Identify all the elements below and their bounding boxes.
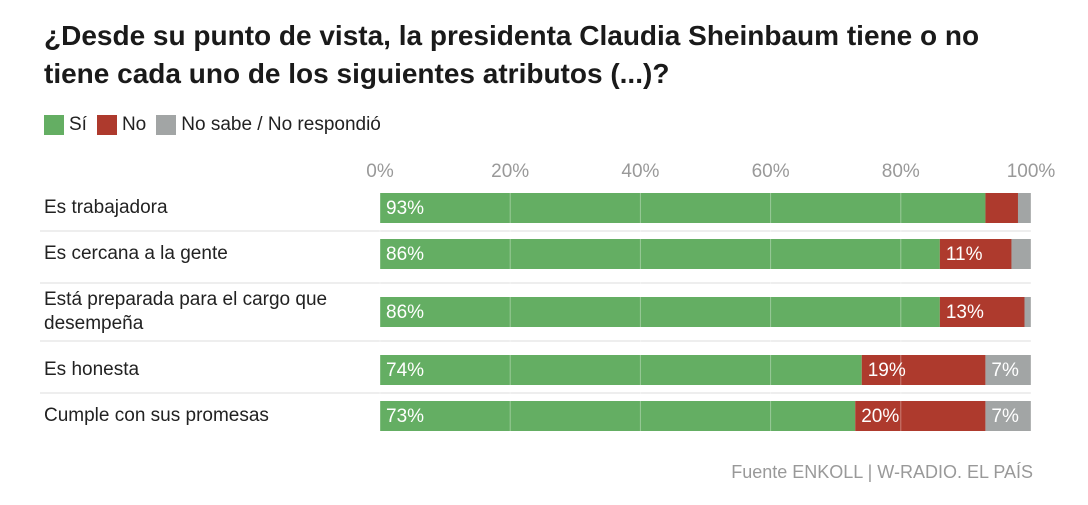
bar-segment <box>939 239 1012 269</box>
legend: Sí No No sabe / No respondió <box>44 114 381 136</box>
value-label: 13% <box>946 302 984 323</box>
bar-segment <box>380 193 986 223</box>
category-label: Cumple con sus promesas <box>44 405 269 426</box>
bar-segment <box>861 355 986 385</box>
bar-segment <box>985 401 1031 431</box>
value-label: 74% <box>386 360 424 381</box>
bar-segment <box>1017 193 1031 223</box>
bar-segment <box>380 355 862 385</box>
value-label: 86% <box>386 244 424 265</box>
value-label: 19% <box>868 360 906 381</box>
bar-segment <box>939 297 1025 327</box>
x-tick-label: 0% <box>366 161 394 182</box>
legend-item: No sabe / No respondió <box>156 114 381 136</box>
source: Fuente ENKOLL | W-RADIO. EL PAÍS <box>731 462 1033 482</box>
x-tick-label: 100% <box>1007 161 1056 182</box>
bar-segment <box>380 239 940 269</box>
value-label: 86% <box>386 302 424 323</box>
bar-segment <box>1024 297 1031 327</box>
bar-segment <box>855 401 986 431</box>
bar-segment <box>985 355 1031 385</box>
value-label: 7% <box>991 360 1019 381</box>
x-tick-label: 60% <box>752 161 790 182</box>
legend-swatch <box>44 115 64 135</box>
value-label: 73% <box>386 406 424 427</box>
x-tick-label: 40% <box>621 161 659 182</box>
bar-segment <box>380 401 856 431</box>
legend-label: No sabe / No respondió <box>181 114 381 135</box>
bar-segment <box>985 193 1018 223</box>
legend-swatch <box>156 115 177 135</box>
bar-segment <box>380 297 940 327</box>
legend-item: Sí <box>44 114 87 136</box>
value-label: 20% <box>861 406 899 427</box>
x-tick-label: 80% <box>882 161 920 182</box>
legend-item: No <box>96 114 147 136</box>
legend-label: No <box>121 114 147 135</box>
value-label: 7% <box>991 406 1019 427</box>
legend-label: Sí <box>69 114 87 135</box>
x-tick-label: 20% <box>491 161 529 182</box>
chart-title: ¿Desde su punto de vista, la presidenta … <box>44 20 980 89</box>
legend-swatch <box>96 115 117 135</box>
bar-segment <box>1011 239 1031 269</box>
category-label: Es trabajadora <box>44 197 168 218</box>
category-label: Es cercana a la gente <box>44 243 228 264</box>
category-label: Es honesta <box>44 359 140 380</box>
value-label: 11% <box>946 244 983 265</box>
value-label: 93% <box>386 198 424 219</box>
category-label: Está preparada para el cargo que desempe… <box>44 289 328 334</box>
